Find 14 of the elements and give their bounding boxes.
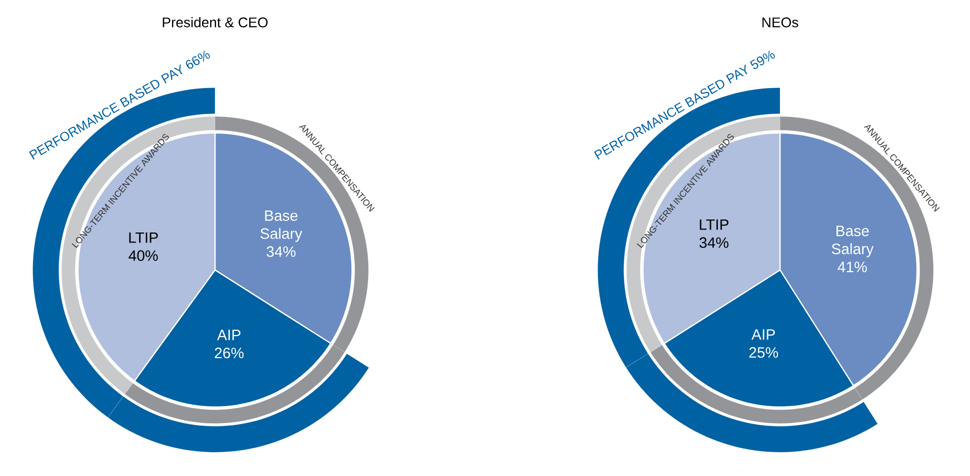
data-label: 41% xyxy=(838,262,867,272)
data-label: 26% xyxy=(214,348,244,358)
data-label: 34% xyxy=(700,237,728,248)
slice-label: Base Salary xyxy=(260,210,302,242)
slice-label: LTIP xyxy=(129,232,158,243)
data-label: 34% xyxy=(266,246,296,257)
data-label: 40% xyxy=(128,250,158,261)
slice-label: LTIP xyxy=(700,219,728,230)
data-label: 25% xyxy=(749,347,778,358)
chart-title: NEOs xyxy=(762,17,798,28)
chart-title: President & CEO xyxy=(162,17,268,28)
slice-label: AIP xyxy=(752,329,775,340)
slice-label: Base Salary xyxy=(832,226,874,258)
slice-label: AIP xyxy=(217,330,240,340)
